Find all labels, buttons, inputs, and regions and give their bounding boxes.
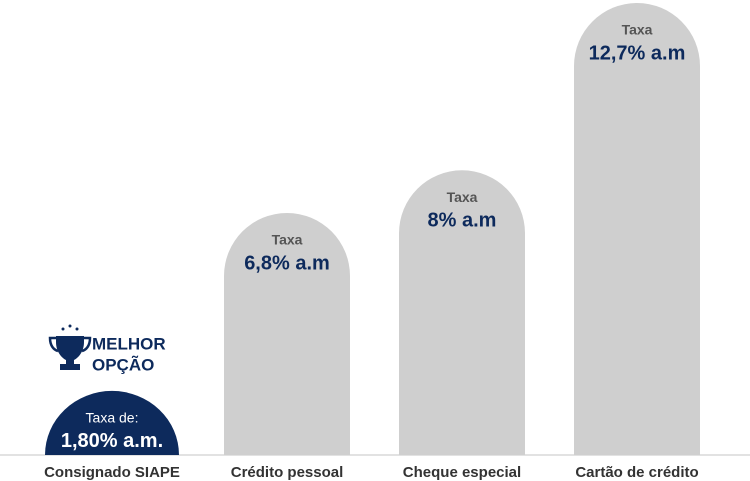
value-label: 8% a.m	[428, 210, 497, 232]
badge-text: OPÇÃO	[92, 354, 154, 374]
x-tick-label: Crédito pessoal	[231, 464, 344, 481]
trophy-icon	[48, 324, 92, 370]
bar-caption: Taxa de:	[86, 410, 139, 426]
value-label: 6,8% a.m	[244, 252, 330, 274]
x-tick-label: Consignado SIAPE	[44, 464, 180, 481]
bar	[574, 3, 700, 455]
bar-caption: Taxa	[272, 232, 303, 248]
bar-caption: Taxa	[622, 22, 653, 38]
value-label: 1,80% a.m.	[61, 430, 163, 452]
badge-text: MELHOR	[92, 334, 166, 353]
bar-caption: Taxa	[447, 189, 478, 205]
bar	[224, 212, 350, 455]
bar	[45, 390, 179, 455]
bar	[399, 170, 525, 455]
x-tick-label: Cheque especial	[403, 464, 521, 481]
x-tick-label: Cartão de crédito	[575, 464, 698, 481]
value-label: 12,7% a.m	[589, 42, 686, 64]
